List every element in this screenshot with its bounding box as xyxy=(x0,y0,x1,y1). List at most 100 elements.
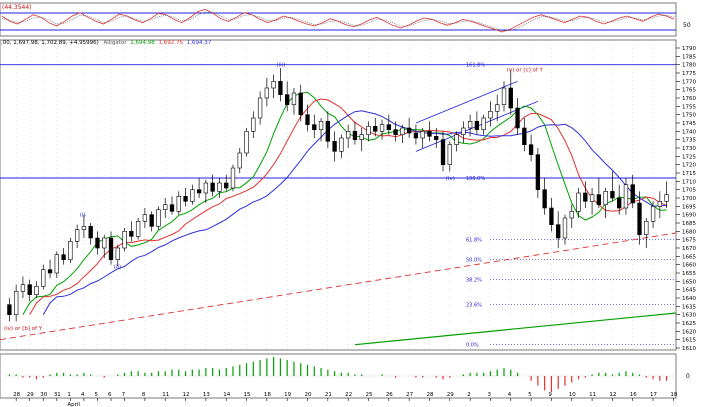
candle-body xyxy=(122,231,127,249)
candle xyxy=(210,174,215,197)
candles xyxy=(7,68,669,322)
candle-body xyxy=(203,182,209,194)
candle xyxy=(257,91,263,125)
candle xyxy=(305,104,310,132)
fib-label: 100.0% xyxy=(466,176,485,182)
candle-body xyxy=(135,221,141,237)
candle xyxy=(413,124,419,145)
candle-body xyxy=(352,131,358,140)
candle xyxy=(156,206,161,230)
candle xyxy=(434,128,439,148)
x-tick-label: 21 xyxy=(325,392,332,398)
y-axis-ticks: 1790 1785 1780 1775 1770 1765 1760 1755 1750 1745… xyxy=(676,46,696,352)
x-tick-label: 3 xyxy=(487,392,491,398)
y-tick-label: 1735 xyxy=(682,138,696,144)
candle xyxy=(332,131,337,162)
x-tick-label: 20 xyxy=(305,392,312,398)
x-tick-label: 22 xyxy=(345,392,352,398)
candle-body xyxy=(156,209,161,227)
candle-body xyxy=(264,87,270,99)
candle-body xyxy=(74,229,80,242)
x-tick-label: 18 xyxy=(670,392,677,398)
y-tick-label: 1705 xyxy=(682,188,696,194)
top-panel-label: (44.3544) xyxy=(2,4,32,11)
candle-body xyxy=(447,144,452,165)
x-tick-label: 15 xyxy=(244,392,251,398)
candle-body xyxy=(617,197,622,209)
candle xyxy=(447,141,452,172)
x-tick-label: 5 xyxy=(94,392,98,398)
candle-body xyxy=(427,131,432,137)
candle-body xyxy=(81,226,87,230)
candle xyxy=(637,191,642,245)
candle xyxy=(129,221,134,242)
candle-body xyxy=(41,269,46,287)
candle-body xyxy=(14,291,19,315)
y-tick-label: 1785 xyxy=(682,54,696,60)
candle-body xyxy=(285,94,290,105)
x-tick-label: 30 xyxy=(40,392,47,398)
candle xyxy=(603,188,608,218)
candle-body xyxy=(47,269,53,274)
bottom-zero-tick: 0 xyxy=(686,373,690,380)
x-tick-label: 9 xyxy=(548,392,552,398)
top-panel-right-tick: 50 xyxy=(683,22,691,29)
top-series-b xyxy=(1,11,675,32)
wave-label: (ii) xyxy=(114,264,121,270)
wave-label: (iv) xyxy=(446,176,455,182)
x-tick-label: 25 xyxy=(365,392,372,398)
ma-prefix: Alligator xyxy=(103,40,127,46)
y-tick-label: 1710 xyxy=(682,179,696,185)
candle-body xyxy=(108,237,114,260)
candle xyxy=(196,178,202,198)
candle-body xyxy=(420,131,425,139)
wave-label: (v) or [c] of Y xyxy=(507,68,544,74)
candle xyxy=(217,178,222,198)
candle xyxy=(495,94,500,122)
x-tick-label: 4 xyxy=(508,392,512,398)
candle-body xyxy=(664,194,669,202)
candle xyxy=(657,191,662,218)
candle xyxy=(102,234,107,258)
candle xyxy=(474,111,480,135)
candle-body xyxy=(224,182,229,189)
top-panel: (44.3544) 50 xyxy=(0,2,691,37)
candle xyxy=(74,224,80,248)
candle-body xyxy=(244,131,249,154)
wave-label: (iv) or [b] of Y xyxy=(4,326,43,332)
candle-body xyxy=(345,131,351,139)
candle xyxy=(298,84,303,122)
wave-label: (i) xyxy=(80,213,86,219)
candle xyxy=(359,128,364,152)
candle xyxy=(95,231,100,255)
y-tick-label: 1685 xyxy=(682,221,696,227)
candle-body xyxy=(115,247,120,260)
y-tick-label: 1625 xyxy=(682,321,696,327)
candle xyxy=(596,178,602,208)
candle xyxy=(644,218,649,248)
y-tick-label: 1700 xyxy=(682,196,696,202)
candle-body xyxy=(27,284,32,295)
candle xyxy=(427,121,432,142)
candle-body xyxy=(406,127,412,134)
candle-body xyxy=(305,114,310,125)
red-trend-line xyxy=(0,232,677,341)
candle-body xyxy=(603,191,608,205)
fib-label: 161.8% xyxy=(466,63,485,69)
y-tick-label: 1635 xyxy=(682,304,696,310)
candle xyxy=(373,118,378,137)
x-tick-label: 4 xyxy=(81,392,85,398)
x-tick-label: 2 xyxy=(467,392,471,398)
ma-value-slow: 1,694.37 xyxy=(187,40,212,46)
candle-body xyxy=(495,104,500,112)
candle-body xyxy=(413,132,419,139)
candle-body xyxy=(515,107,520,129)
moving-averages xyxy=(22,91,667,315)
candle-body xyxy=(630,184,635,204)
candle xyxy=(339,134,344,158)
candle xyxy=(352,121,358,145)
x-axis: 28 29 30 31 1 4 5 6 7 8 11 12 13 14 15 18 19 20 21 22 25 26 27… xyxy=(0,392,678,407)
candle xyxy=(406,118,412,138)
x-tick-label: 29 xyxy=(27,392,34,398)
x-tick-label: 19 xyxy=(284,392,291,398)
